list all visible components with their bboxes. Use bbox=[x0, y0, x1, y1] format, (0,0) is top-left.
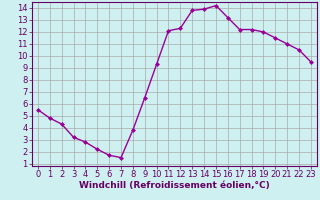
X-axis label: Windchill (Refroidissement éolien,°C): Windchill (Refroidissement éolien,°C) bbox=[79, 181, 270, 190]
